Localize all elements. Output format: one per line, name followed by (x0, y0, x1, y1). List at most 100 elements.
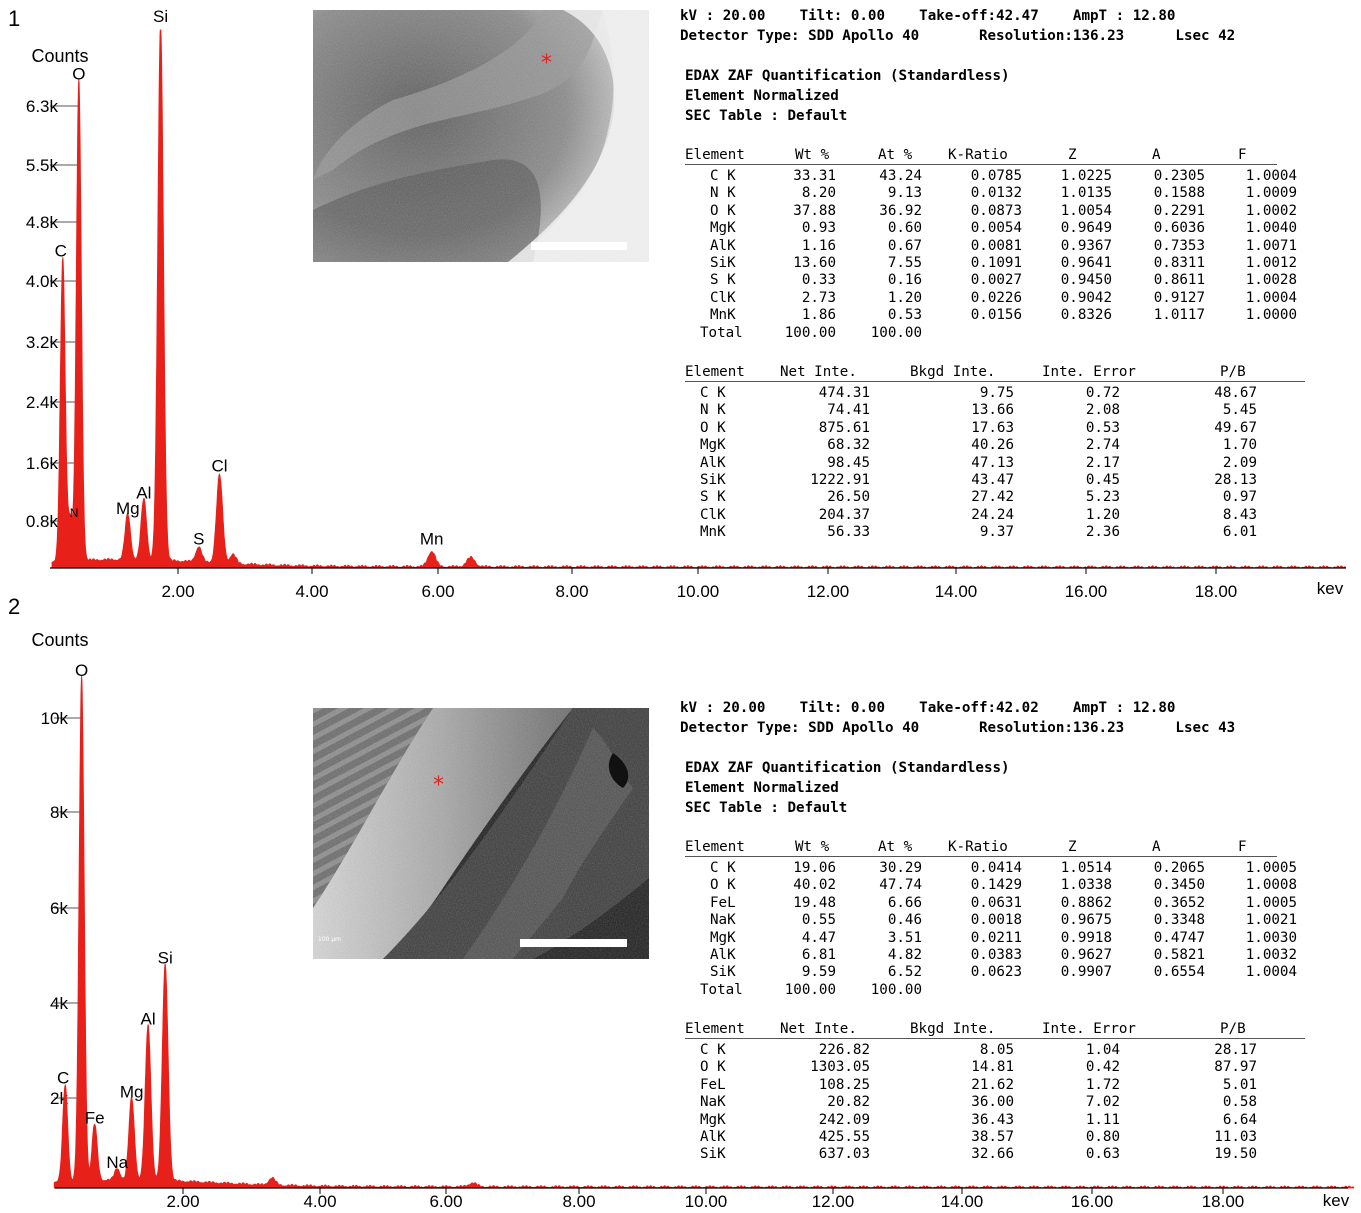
spectrum-panel-2: 2 Counts 2k 4k 6k 8k 10k C O Fe Na Mg Al Si 2.00 4.00 6… (0, 594, 1361, 1213)
analysis-point-marker: * (433, 773, 444, 798)
scale-bar (520, 939, 627, 947)
peak-label-si: Si (153, 7, 168, 26)
table-cell: 1.0002 (1245, 202, 1297, 219)
table-header-cell: Wt % (795, 147, 830, 163)
table-cell: 8.05 (979, 1042, 1014, 1058)
table-cell: 1.20 (1085, 506, 1120, 523)
table-header-cell: Element (685, 364, 745, 380)
table-cell: 0.60 (887, 220, 922, 237)
total-cell: 100.00 (870, 324, 922, 341)
table-cell: 0.72 (1085, 385, 1120, 401)
quantification-title: EDAX ZAF Quantification (Standardless) (685, 68, 1010, 84)
table-cell: 24.24 (971, 506, 1014, 523)
table-cell: 0.45 (1085, 472, 1120, 488)
peak-label-cl: Cl (212, 457, 228, 476)
table-header-cell: Wt % (795, 839, 830, 855)
table-cell: 1.0054 (1060, 202, 1112, 219)
table-cell: S K (710, 272, 736, 289)
table-cell: 8.20 (801, 185, 836, 202)
x-tick-label: 16.00 (1065, 582, 1108, 601)
x-tick-label: 8.00 (555, 582, 588, 601)
table-cell: SiK (700, 472, 726, 488)
table-cell: 0.3450 (1153, 877, 1205, 894)
table-cell: 0.0873 (970, 202, 1022, 219)
table-header-cell: Bkgd Inte. (910, 364, 996, 380)
y-tick-label: 6k (50, 899, 68, 918)
table-cell: MnK (700, 524, 726, 541)
table-cell: 0.4747 (1153, 929, 1205, 946)
x-axis-label: kev (1323, 1191, 1350, 1210)
eds-info-block: kV : 20.00 Tilt: 0.00 Take-off:42.02 Amp… (680, 700, 1350, 1180)
table-cell: 1.16 (801, 237, 836, 254)
table-cell: 43.24 (879, 168, 922, 184)
table-cell: MgK (700, 437, 726, 454)
table-header-cell: Z (1068, 147, 1077, 163)
quantification-title: EDAX ZAF Quantification (Standardless) (685, 760, 1010, 776)
table-cell: 6.81 (801, 947, 836, 963)
table-cell: 0.9907 (1060, 964, 1112, 981)
panel-number: 2 (8, 594, 21, 619)
table-cell: 11.03 (1214, 1129, 1257, 1145)
total-cell: 100.00 (784, 324, 836, 341)
table-header-cell: Element (685, 147, 745, 163)
table-cell: 0.0018 (970, 912, 1022, 929)
table-cell: 0.8862 (1060, 894, 1112, 911)
scale-bar (531, 242, 627, 250)
table-cell: 6.66 (887, 894, 922, 911)
x-tick-label: 12.00 (812, 1192, 855, 1211)
table-cell: 0.9127 (1153, 289, 1205, 306)
table-cell: 0.58 (1222, 1094, 1257, 1111)
table-cell: 0.53 (887, 307, 922, 324)
table-cell: 0.55 (801, 912, 836, 929)
peak-label-al: Al (141, 1010, 156, 1029)
table-cell: 33.31 (793, 168, 836, 184)
table-cell: ClK (710, 289, 736, 306)
table-cell: MgK (700, 1111, 726, 1128)
table-cell: 40.26 (971, 437, 1014, 454)
table-cell: 0.1429 (970, 877, 1022, 894)
table-cell: 3.51 (887, 929, 922, 946)
spectrum-series (53, 675, 1355, 1189)
panel-number: 1 (8, 6, 21, 31)
table-cell: 0.9675 (1060, 912, 1112, 929)
table-cell: 0.3652 (1153, 894, 1205, 911)
table-header-rule (685, 1038, 1305, 1039)
table-cell: 49.67 (1214, 419, 1257, 436)
table-cell: 1.0514 (1060, 860, 1112, 876)
table-header-cell: F (1238, 839, 1247, 855)
table-cell: 0.93 (801, 220, 836, 237)
peak-label-na: Na (106, 1153, 128, 1172)
sem-micrograph: 100 μm * (313, 708, 649, 959)
table-cell: 1.86 (801, 307, 836, 324)
sem-image-1 (313, 10, 649, 262)
y-tick-label: 6.3k (26, 97, 59, 116)
table-cell: 47.74 (879, 877, 922, 894)
table-cell: 30.29 (879, 860, 922, 876)
peak-label-al: Al (136, 484, 151, 503)
eds-info-block: kV : 20.00 Tilt: 0.00 Take-off:42.47 Amp… (680, 8, 1350, 568)
normalized-label: Element Normalized (685, 88, 839, 104)
table-cell: 7.02 (1085, 1094, 1120, 1111)
table-cell: 43.47 (971, 472, 1014, 488)
table-cell: O K (710, 202, 736, 219)
table-cell: 0.2305 (1153, 168, 1205, 184)
table-cell: N K (710, 185, 736, 202)
sec-table-label: SEC Table : Default (685, 800, 848, 816)
table-cell: 48.67 (1214, 385, 1257, 401)
table-cell: 0.67 (887, 237, 922, 254)
table-header-cell: Net Inte. (780, 1021, 857, 1037)
table-cell: 1.0005 (1245, 860, 1297, 876)
table-cell: 1.0032 (1245, 947, 1297, 963)
table-cell: 27.42 (971, 489, 1014, 506)
table-cell: 1.0005 (1245, 894, 1297, 911)
table-cell: 0.33 (801, 272, 836, 289)
total-cell: Total (700, 981, 743, 998)
table-cell: 1.0338 (1060, 877, 1112, 894)
peak-label-n: N (70, 506, 79, 520)
table-cell: 0.53 (1085, 419, 1120, 436)
table-cell: 0.0226 (970, 289, 1022, 306)
table-cell: 17.63 (971, 419, 1014, 436)
x-axis-label: kev (1317, 579, 1344, 598)
x-tick-label: 8.00 (562, 1192, 595, 1211)
x-tick-label: 10.00 (685, 1192, 728, 1211)
